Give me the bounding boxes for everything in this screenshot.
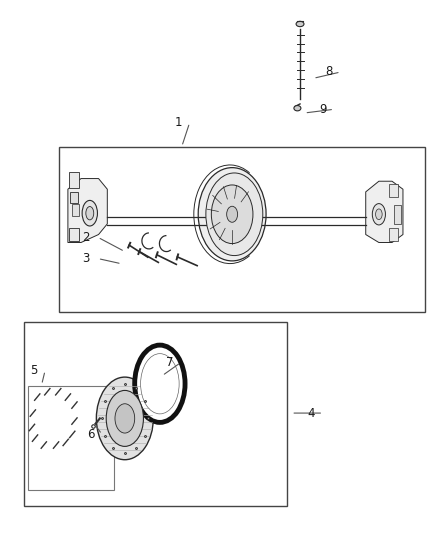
Polygon shape xyxy=(366,181,403,243)
Bar xyxy=(69,172,79,188)
Ellipse shape xyxy=(372,204,385,225)
Ellipse shape xyxy=(296,21,304,27)
Bar xyxy=(389,228,398,241)
Ellipse shape xyxy=(206,173,263,256)
Ellipse shape xyxy=(227,206,237,222)
Ellipse shape xyxy=(86,206,94,220)
Bar xyxy=(28,386,114,490)
Text: 2: 2 xyxy=(82,231,90,244)
Bar xyxy=(72,204,79,216)
Text: 3: 3 xyxy=(82,252,90,265)
Ellipse shape xyxy=(115,404,134,433)
Bar xyxy=(59,147,425,312)
Text: 6: 6 xyxy=(87,428,94,441)
Polygon shape xyxy=(68,179,107,243)
Bar xyxy=(394,205,401,224)
Ellipse shape xyxy=(211,185,253,244)
Bar xyxy=(389,184,398,197)
Ellipse shape xyxy=(96,377,153,459)
Text: 8: 8 xyxy=(325,66,333,78)
Text: 5: 5 xyxy=(30,364,37,377)
Ellipse shape xyxy=(141,354,179,414)
Bar xyxy=(24,322,287,506)
Text: 4: 4 xyxy=(308,407,315,419)
Ellipse shape xyxy=(294,106,301,111)
Text: 9: 9 xyxy=(319,103,326,116)
Bar xyxy=(70,192,78,203)
Ellipse shape xyxy=(106,390,143,447)
Ellipse shape xyxy=(375,209,382,220)
Ellipse shape xyxy=(82,200,97,226)
Ellipse shape xyxy=(198,168,266,261)
Ellipse shape xyxy=(135,345,185,422)
Text: 7: 7 xyxy=(166,356,173,369)
Text: 1: 1 xyxy=(174,116,182,129)
Bar xyxy=(69,228,79,241)
